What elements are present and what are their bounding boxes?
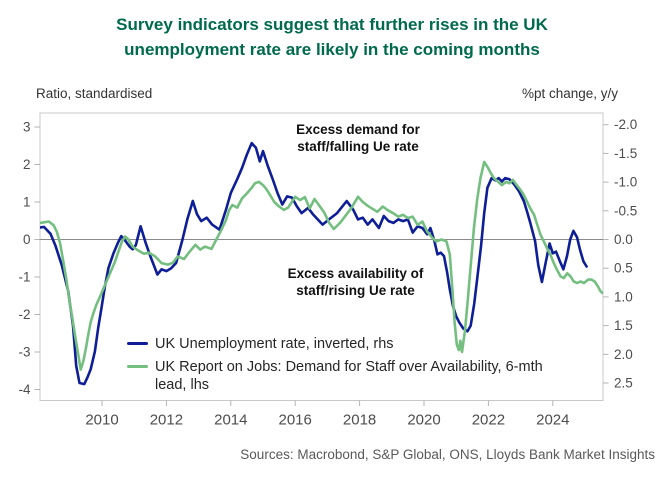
right-axis-tick-label: 2.5 bbox=[614, 376, 633, 391]
left-axis-tick-label: -4 bbox=[18, 382, 30, 397]
right-axis-tick-label: -1.0 bbox=[614, 175, 637, 190]
left-axis-tick-label: 1 bbox=[23, 195, 31, 210]
plot-frame bbox=[39, 112, 604, 401]
annotation-excess-availability: Excess availability of staff/rising Ue r… bbox=[287, 266, 424, 299]
right-axis-tick-label: 0.0 bbox=[614, 232, 633, 247]
right-axis-unit-label: %pt change, y/y bbox=[521, 86, 618, 101]
x-axis-tick-label: 2024 bbox=[536, 412, 569, 429]
x-axis-tick-label: 2016 bbox=[279, 412, 312, 429]
x-axis-tick-label: 2012 bbox=[150, 412, 183, 429]
legend-item-unemployment: UK Unemployment rate, inverted, rhs bbox=[127, 335, 557, 353]
right-axis-tick-label: -1.5 bbox=[614, 146, 637, 161]
right-axis-tick-label: 0.5 bbox=[614, 261, 633, 276]
legend-label: UK Unemployment rate, inverted, rhs bbox=[155, 336, 394, 352]
left-axis-tick-label: -1 bbox=[18, 270, 30, 285]
annotation-excess-demand: Excess demand for staff/falling Ue rate bbox=[296, 122, 420, 155]
left-axis-tick-label: 0 bbox=[23, 232, 31, 247]
right-axis-tick-label: 1.5 bbox=[614, 318, 633, 333]
x-axis-tick-label: 2022 bbox=[472, 412, 505, 429]
chart-title: Survey indicators suggest that further r… bbox=[116, 15, 548, 59]
right-axis-tick-label: -2.0 bbox=[614, 117, 637, 132]
chart-legend: UK Unemployment rate, inverted, rhs UK R… bbox=[127, 335, 557, 399]
series-line-report-on-jobs bbox=[40, 160, 603, 371]
x-axis-tick-label: 2020 bbox=[407, 412, 440, 429]
x-axis-tick-label: 2018 bbox=[343, 412, 376, 429]
right-axis-tick-label: 1.0 bbox=[614, 289, 633, 304]
green-line-swatch bbox=[127, 365, 148, 369]
left-axis-tick-label: 2 bbox=[23, 157, 31, 172]
legend-label: UK Report on Jobs: Demand for Staff over… bbox=[155, 359, 543, 394]
left-axis-tick-label: -3 bbox=[18, 345, 30, 360]
legend-item-report-on-jobs: UK Report on Jobs: Demand for Staff over… bbox=[127, 358, 557, 394]
x-axis-tick-label: 2010 bbox=[85, 412, 118, 429]
x-axis-tick-label: 2014 bbox=[214, 412, 247, 429]
navy-line-swatch bbox=[127, 342, 148, 345]
left-axis-unit-label: Ratio, standardised bbox=[36, 86, 153, 101]
right-axis-tick-label: 2.0 bbox=[614, 347, 633, 362]
sources-note: Sources: Macrobond, S&P Global, ONS, Llo… bbox=[240, 447, 655, 462]
left-axis-tick-label: -2 bbox=[18, 307, 30, 322]
left-axis-tick-label: 3 bbox=[23, 120, 31, 135]
right-axis-tick-label: -0.5 bbox=[614, 203, 637, 218]
